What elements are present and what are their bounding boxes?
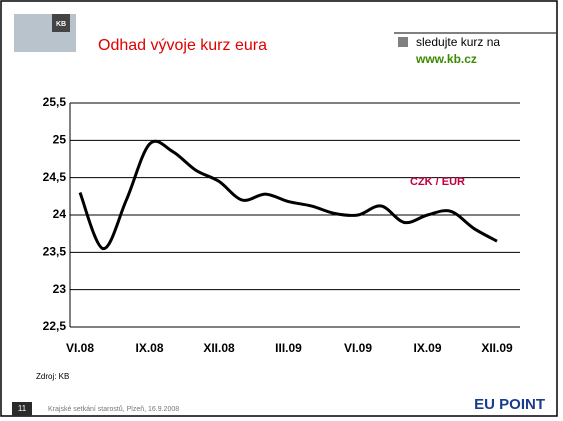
y-tick-label: 22,5	[43, 319, 67, 333]
logo-box	[52, 14, 70, 32]
brand: EU POINT	[474, 396, 545, 413]
chart-title: Odhad vývoje kurz eura	[98, 37, 267, 54]
y-tick-label: 24,5	[43, 170, 67, 184]
line	[78, 139, 498, 251]
x-tick-label: VI.08	[66, 341, 94, 355]
y-tick-label: 25,5	[43, 95, 67, 109]
source: Zdroj: KB	[36, 372, 69, 381]
y-tick-label: 23,5	[43, 245, 67, 259]
logo-text: KB	[56, 21, 66, 28]
x-tick-label: III.09	[275, 341, 302, 355]
x-tick-label: IX.09	[413, 341, 441, 355]
note: sledujte kurz na	[416, 35, 500, 49]
y-tick-label: 25	[53, 133, 67, 147]
x-tick-label: IX.08	[135, 341, 163, 355]
annotation: CZK / EUR	[410, 176, 465, 188]
footer: Krajské setkání starostů, Plzeň, 16.9.20…	[48, 405, 179, 413]
x-tick-label: XII.09	[481, 341, 513, 355]
x-tick-label: XII.08	[203, 341, 235, 355]
x-tick-label: VI.09	[344, 341, 372, 355]
note-square	[398, 37, 408, 47]
link: www.kb.cz	[415, 52, 477, 66]
y-tick-label: 24	[53, 207, 67, 221]
page-box	[12, 402, 32, 416]
page-number: 11	[18, 404, 27, 413]
y-tick-label: 23	[53, 282, 67, 296]
